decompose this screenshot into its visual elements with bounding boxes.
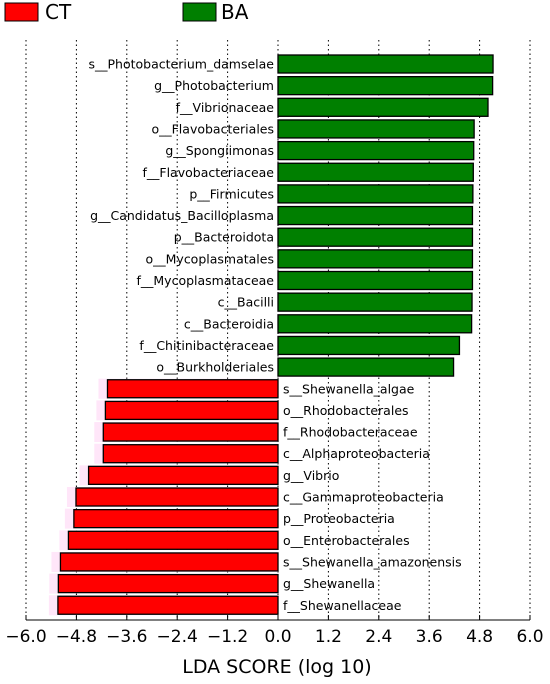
bar-g-spongiimonas (277, 140, 475, 161)
label-o-rhodobacterales: o__Rhodobacterales (283, 403, 409, 418)
label-f-flavobacteriaceae: f__Flavobacteriaceae (142, 165, 274, 180)
bar-o-flavobacteriales (277, 119, 475, 139)
label-o-mycoplasmatales: o__Mycoplasmatales (145, 251, 274, 266)
label-p-firmicutes: p__Firmicutes (189, 186, 274, 201)
bar-g-vibrio (87, 465, 279, 486)
label-f-mycoplasmataceae: f__Mycoplasmataceae (137, 273, 275, 288)
bar-f-rhodobacteraceae (102, 422, 279, 442)
bar-c-gammaproteobacteria (75, 487, 279, 507)
label-c-alphaproteobacteria: c__Alphaproteobacteria (283, 446, 430, 461)
legend-label-ct: CT (45, 0, 72, 24)
label-f-rhodobacteraceae: f__Rhodobacteraceae (283, 425, 418, 440)
x-tick-label: −1.2 (207, 627, 248, 647)
bar-o-rhodobacterales (104, 400, 279, 421)
x-tick-label: 4.8 (466, 627, 493, 647)
bar-g-photobacterium (277, 76, 494, 96)
bar-s-shewanella-algae (106, 379, 279, 399)
legend-swatch-ct (4, 2, 39, 22)
bar-p-firmicutes (277, 184, 474, 204)
bar-s-photobacterium-damselae (277, 54, 494, 74)
label-o-enterobacterales: o__Enterobacterales (283, 533, 410, 548)
label-f-vibrionaceae: f__Vibrionaceae (176, 100, 275, 115)
label-s-shewanella-algae: s__Shewanella_algae (283, 381, 415, 396)
x-tick-label: 3.6 (416, 627, 443, 647)
label-g-spongiimonas: g__Spongiimonas (165, 143, 274, 158)
x-tick-label: −4.8 (56, 627, 97, 647)
label-g-candidatus-bacilloplasma: g__Candidatus_Bacilloplasma (90, 208, 274, 223)
x-tick-label: −2.4 (157, 627, 198, 647)
bar-f-flavobacteriaceae (277, 162, 474, 182)
legend-swatch-ba (182, 2, 217, 22)
label-f-chitinibacteraceae: f__Chitinibacteraceae (139, 338, 274, 353)
bar-f-shewanellaceae (57, 595, 279, 615)
label-f-shewanellaceae: f__Shewanellaceae (283, 598, 402, 613)
x-axis-title: LDA SCORE (log 10) (182, 656, 371, 678)
x-tick-label: 0.0 (264, 627, 291, 647)
bar-g-shewanella (57, 573, 279, 594)
x-tick-label: 2.4 (365, 627, 392, 647)
label-c-gammaproteobacteria: c__Gammaproteobacteria (283, 490, 444, 505)
bar-s-shewanella-amazonensis (59, 552, 279, 572)
bar-c-alphaproteobacteria (102, 444, 279, 464)
x-tick-label: −6.0 (5, 627, 46, 647)
legend: CT BA (4, 0, 249, 24)
label-p-proteobacteria: p__Proteobacteria (283, 511, 395, 526)
label-g-shewanella: g__Shewanella (283, 576, 375, 591)
bar-p-bacteroidota (277, 227, 474, 247)
category-labels: s__Photobacterium_damselae g__Photobacter… (89, 57, 462, 613)
x-tick-label: 6.0 (516, 627, 543, 647)
label-o-burkholderiales: o__Burkholderiales (156, 360, 274, 375)
bar-c-bacteroidia (277, 314, 473, 334)
bar-c-bacilli (277, 292, 473, 312)
label-o-flavobacteriales: o__Flavobacteriales (151, 121, 274, 136)
bar-o-mycoplasmatales (277, 249, 474, 269)
label-c-bacteroidia: c__Bacteroidia (184, 316, 274, 331)
bar-o-enterobacterales (67, 530, 279, 550)
label-g-photobacterium: g__Photobacterium (154, 78, 274, 93)
label-s-shewanella-amazonensis: s__Shewanella_amazonensis (283, 554, 462, 569)
label-p-bacteroidota: p__Bacteroidota (174, 230, 274, 245)
x-axis: −6.0 −4.8 −3.6 −2.4 −1.2 0.0 1.2 2.4 3.6 4.8 6.0 (5, 615, 544, 647)
label-s-photobacterium-damselae: s__Photobacterium_damselae (89, 57, 275, 72)
bar-f-chitinibacteraceae (277, 335, 461, 356)
bar-f-vibrionaceae (277, 97, 489, 117)
bar-g-candidatus-bacilloplasma (277, 205, 474, 226)
label-g-vibrio: g__Vibrio (283, 468, 339, 483)
bar-f-mycoplasmataceae (277, 270, 474, 291)
label-c-bacilli: c__Bacilli (218, 295, 274, 310)
bar-o-burkholderiales (277, 357, 455, 377)
x-tick-label: −3.6 (106, 627, 147, 647)
legend-label-ba: BA (221, 0, 249, 24)
bars (48, 54, 494, 616)
bar-p-proteobacteria (73, 508, 279, 529)
x-tick-label: 1.2 (315, 627, 342, 647)
